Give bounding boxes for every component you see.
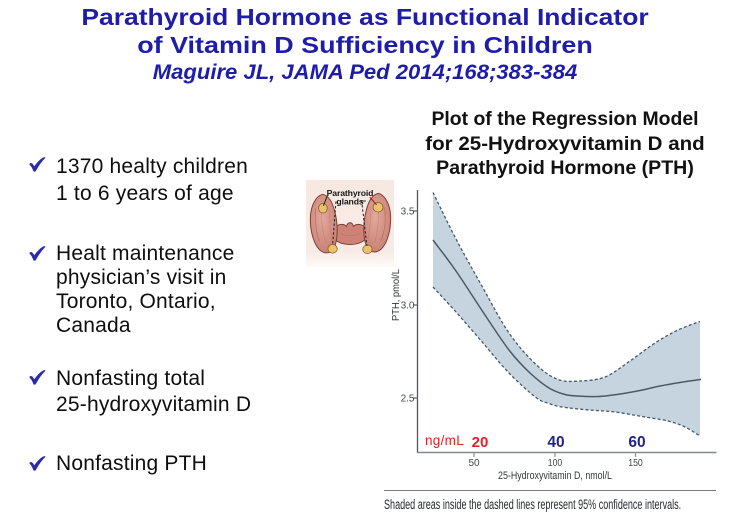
svg-text:100: 100	[548, 458, 563, 469]
svg-text:ng/mL: ng/mL	[425, 433, 464, 448]
svg-text:3.5: 3.5	[401, 207, 415, 218]
svg-text:40: 40	[547, 434, 564, 451]
svg-text:20: 20	[472, 434, 489, 451]
svg-text:2.5: 2.5	[401, 394, 415, 405]
svg-text:150: 150	[628, 458, 643, 469]
svg-text:Parathyroid: Parathyroid	[327, 188, 374, 198]
svg-text:PTH, pmol/L: PTH, pmol/L	[391, 269, 402, 321]
svg-text:60: 60	[628, 434, 645, 451]
svg-text:25-Hydroxyvitamin D, nmol/L: 25-Hydroxyvitamin D, nmol/L	[498, 470, 612, 482]
svg-text:glands: glands	[336, 196, 363, 206]
svg-text:50: 50	[468, 458, 480, 469]
svg-text:3.0: 3.0	[401, 301, 415, 312]
